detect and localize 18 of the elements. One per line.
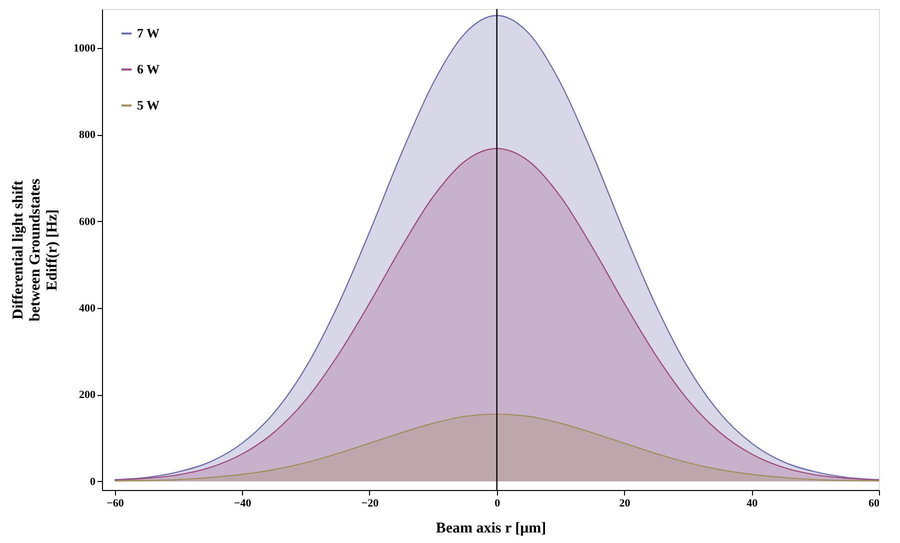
y-axis-title: Differential light shift between Groundstates Ediff(r) [Hz] — [10, 178, 60, 322]
x-tick-label: −60 — [106, 498, 124, 510]
y-tick-label: 200 — [79, 389, 96, 402]
x-tick-label: 0 — [494, 498, 501, 510]
legend-label: 5 W — [137, 98, 160, 112]
y-tick-label: 0 — [90, 476, 96, 488]
y-tick-label: 1000 — [74, 42, 96, 54]
x-tick-label: −40 — [234, 498, 252, 510]
x-tick-label: 20 — [619, 498, 631, 510]
x-tick-label: 40 — [746, 498, 758, 510]
y-tick-label: 800 — [79, 129, 96, 142]
x-axis-title: Beam axis r [μm] — [436, 520, 546, 536]
x-tick-label: 60 — [868, 498, 880, 510]
y-tick-label: 400 — [79, 302, 96, 314]
legend-label: 6 W — [137, 62, 160, 76]
y-tick-label: 600 — [79, 216, 96, 228]
legend-label: 7 W — [137, 26, 160, 40]
x-tick-label: −20 — [361, 498, 380, 510]
